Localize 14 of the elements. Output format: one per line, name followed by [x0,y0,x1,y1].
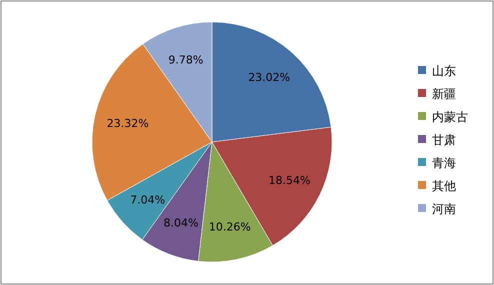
legend-label: 内蒙古 [432,110,468,124]
data-label: 10.26% [208,220,251,234]
data-label: 18.54% [268,174,310,188]
data-label: 23.32% [106,116,149,130]
legend-label: 其他 [432,179,456,193]
legend-label: 河南 [432,202,456,216]
legend-label: 甘肃 [432,133,456,147]
legend-label: 山东 [432,64,456,78]
legend-label: 新疆 [432,87,456,101]
data-label: 23.02% [248,71,290,84]
legend-label: 青海 [432,156,456,170]
data-label: 7.04% [130,194,166,207]
data-label: 9.78% [168,54,204,67]
data-label: 8.04% [164,216,198,230]
